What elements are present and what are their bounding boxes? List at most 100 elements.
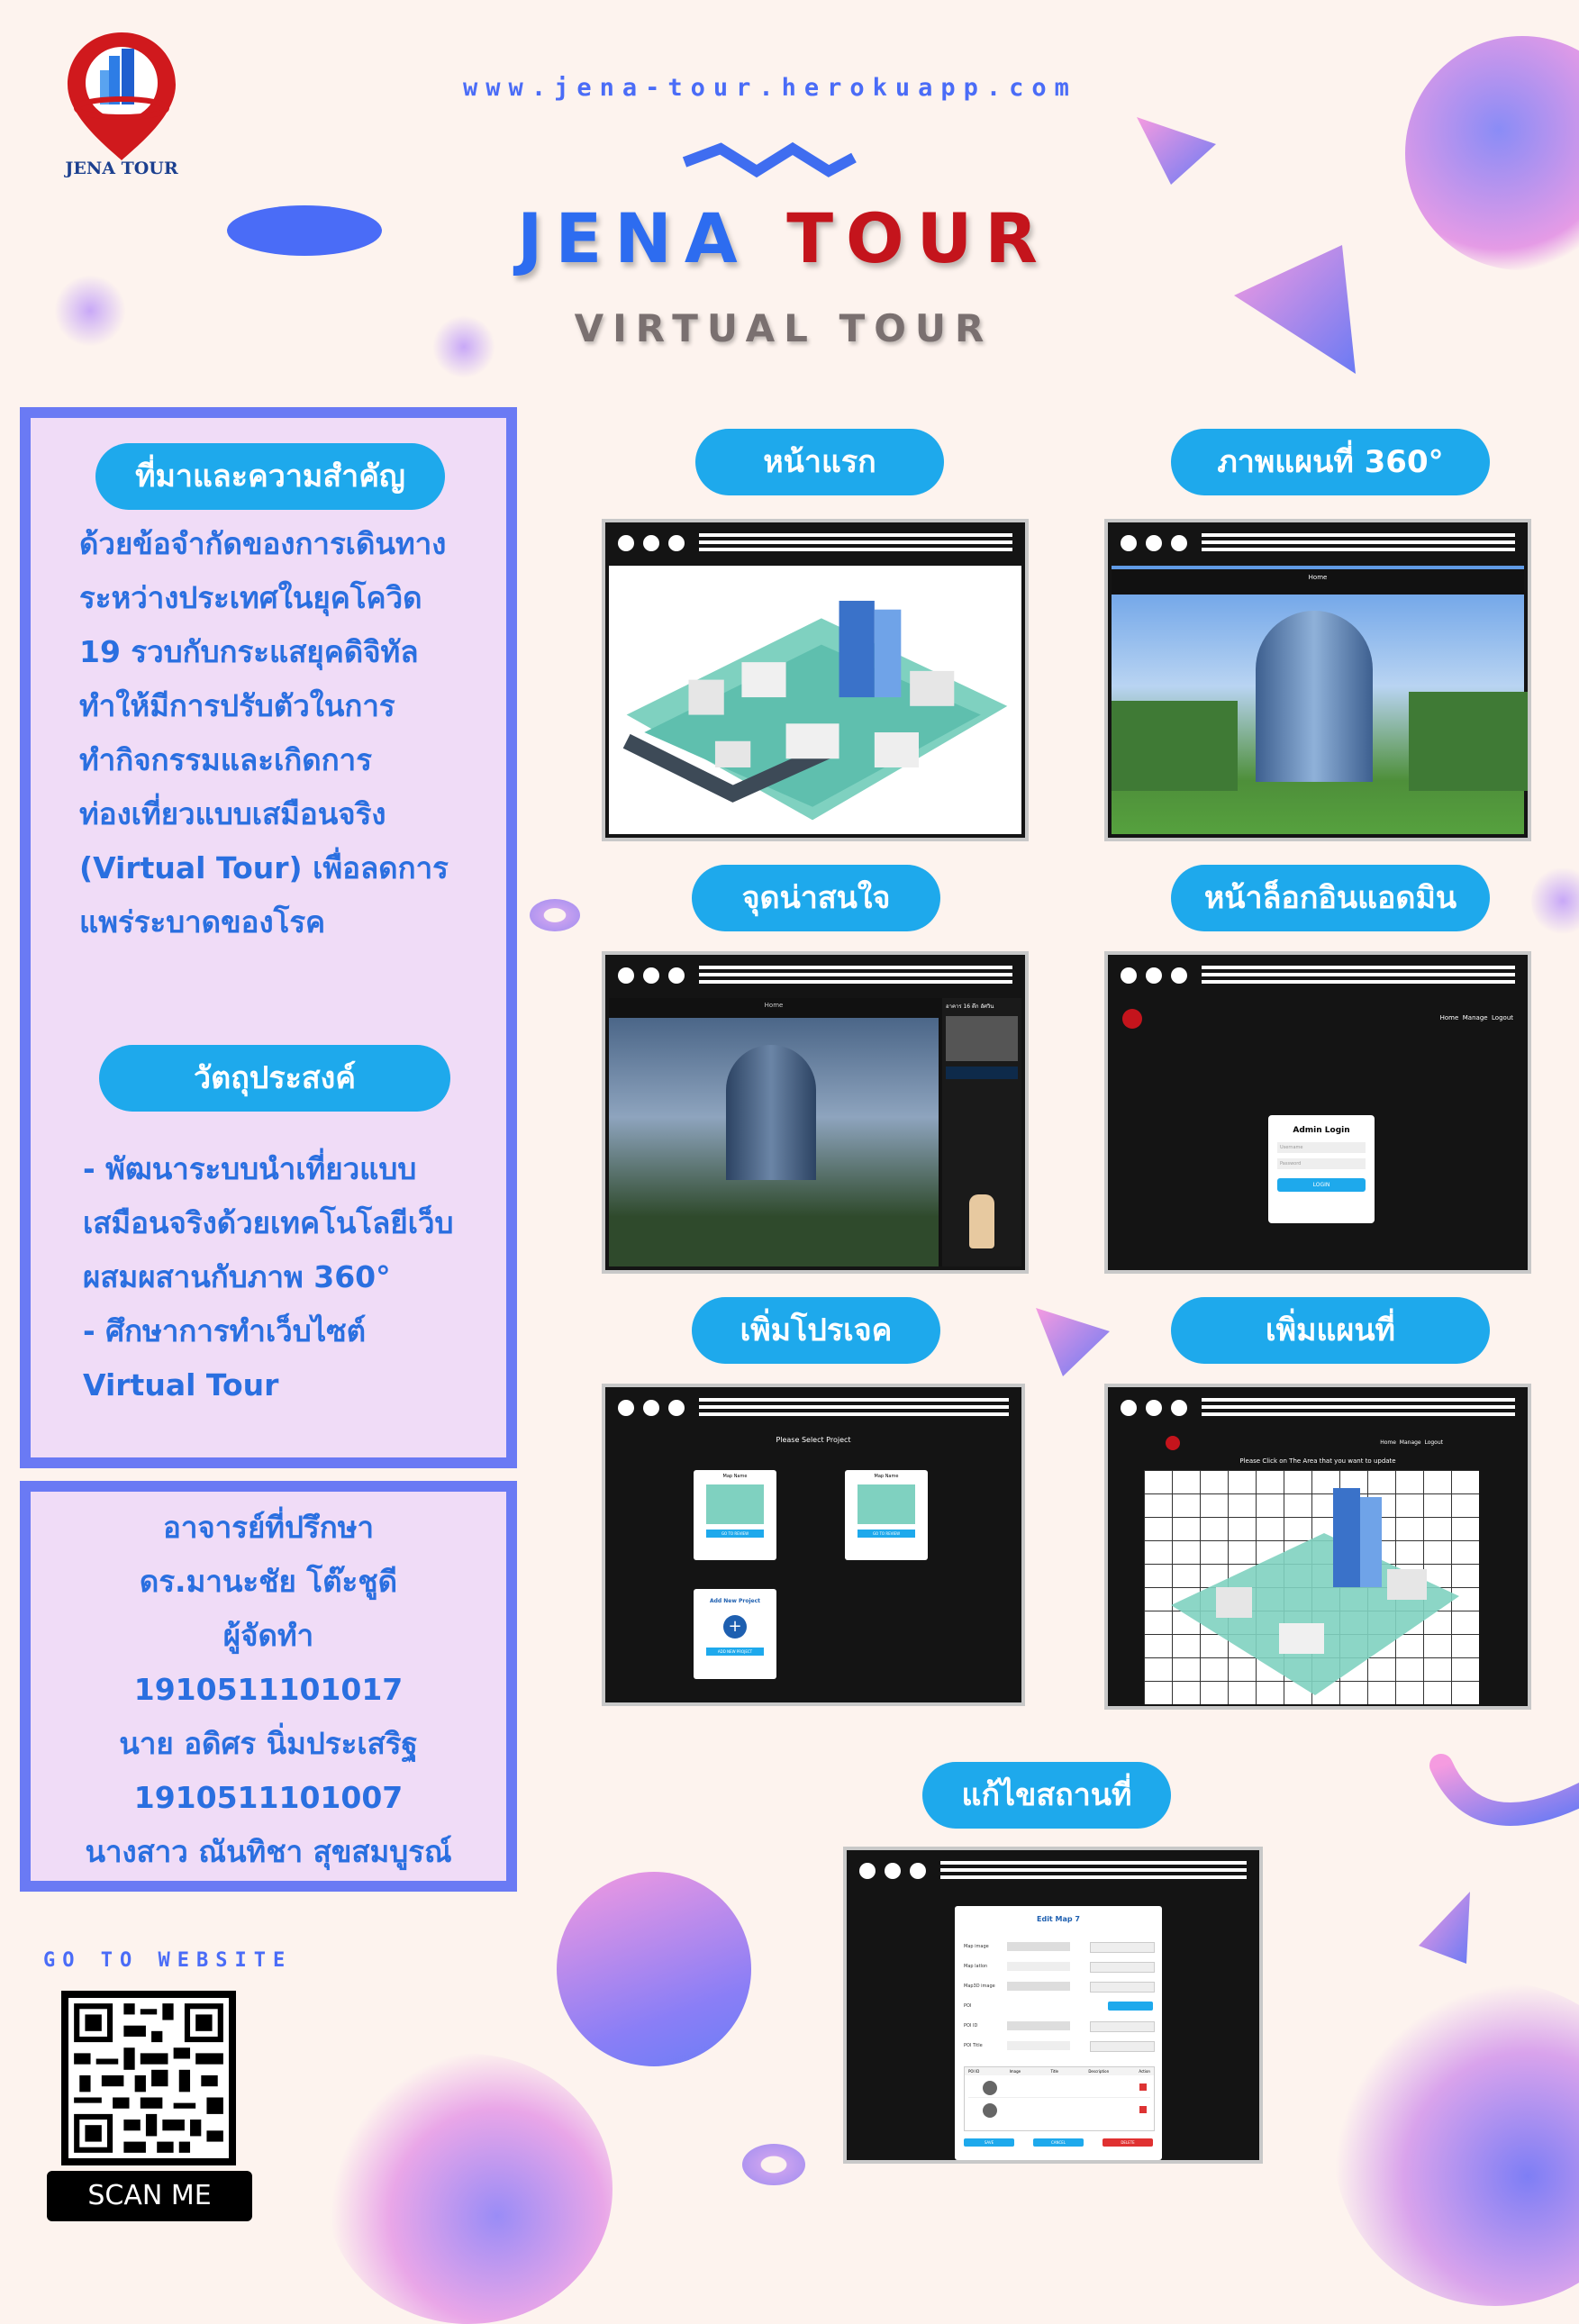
username-input[interactable]: Username [1277,1142,1366,1153]
browser-bar [1108,1387,1528,1427]
decor-zigzag-top [682,141,857,178]
website-url[interactable]: www.jena-tour.herokuapp.com [463,74,1077,102]
go-review-button[interactable]: GO TO REVIEW [858,1530,915,1538]
background-objective-panel [20,407,517,1468]
screenshot-home [602,519,1029,841]
field-input[interactable] [1007,1942,1070,1951]
campus-map-icon [622,600,1008,821]
credits-line: ผู้จัดทำ [222,1618,314,1653]
table-row[interactable] [968,2079,1150,2098]
save-button[interactable]: SAVE [964,2138,1014,2147]
login-button[interactable]: LOGIN [1277,1178,1366,1192]
field-input[interactable] [1090,2021,1155,2032]
credits-line: 1910511101007 [133,1780,404,1815]
tab-home-label: หน้าแรก [695,429,944,495]
add-map-nav: Home Manage Logout [1380,1439,1443,1446]
field-input[interactable] [1007,1962,1070,1971]
qr-code-icon [74,2003,223,2153]
project-card-title: Map Name [874,1474,899,1479]
qr-code[interactable] [61,1991,236,2165]
project-card[interactable]: Map Name GO TO REVIEW [694,1470,776,1560]
browser-bar [605,522,1025,562]
table-header: Title [1050,2069,1059,2074]
nav-home[interactable]: Home [1439,1014,1459,1021]
edit-form: Edit Map 7 Map image Map latlon Map3D im… [955,1906,1162,2160]
field-input[interactable] [1090,2041,1155,2052]
screenshot-admin-login: Home Manage Logout Admin Login Username … [1104,951,1531,1274]
decor-blob-left-small [54,275,126,347]
poi-add-button[interactable] [1108,2002,1153,2011]
browser-bar [605,1387,1021,1427]
table-row[interactable] [968,2102,1150,2120]
logo-icon [1166,1436,1180,1450]
screenshot-add-project: Please Select Project Map Name GO TO REV… [602,1384,1025,1706]
screenshot-map360: Home [1104,519,1531,841]
credits-line: 1910511101017 [133,1672,404,1707]
edit-form-title: Edit Map 7 [1037,1915,1080,1923]
decor-ring-left [530,899,580,931]
go-to-website-label: GO TO WEBSITE [43,1949,293,1972]
map-grid[interactable] [1144,1470,1479,1704]
trees [1112,701,1238,791]
nav-logout[interactable]: Logout [1492,1014,1513,1021]
table-header: POI ID [968,2069,980,2074]
field-input[interactable] [1007,1982,1070,1991]
add-project-button[interactable]: ADD NEW PROJECT [706,1648,764,1656]
field-label: Map image [964,1944,989,1949]
logo-icon [1122,1009,1142,1029]
field-input[interactable] [1090,1982,1155,1993]
password-input[interactable]: Password [1277,1158,1366,1169]
decor-ellipse-blue [227,205,382,256]
credits-line: อาจารย์ที่ปรึกษา [163,1510,374,1545]
decor-arc [1429,1754,1579,1826]
poi-table: POI ID Image Title Description Action [964,2066,1155,2131]
objective-line: - ศึกษาการทำเว็บไซต์ [83,1313,367,1348]
background-line: ทำกิจกรรมและเกิดการ [79,742,372,777]
screenshot-poi: Home อาคาร 16 ตึก อัศวิน [602,951,1029,1274]
browser-bar [605,955,1025,994]
field-input[interactable] [1090,1962,1155,1973]
nav-logout[interactable]: Logout [1424,1439,1443,1446]
title-part-tour: TOUR [786,198,1050,278]
page-subtitle: VIRTUAL TOUR [574,306,994,350]
nav-home[interactable]: Home [1380,1439,1396,1446]
scan-me-button[interactable]: SCAN ME [47,2171,252,2221]
field-input[interactable] [1007,2021,1070,2030]
tab-edit-place-label: แก้ไขสถานที่ [922,1762,1171,1829]
project-card-title: Map Name [722,1474,748,1479]
objective-line: ผสมผสานกับภาพ 360° [83,1259,391,1294]
nav-manage[interactable]: Manage [1399,1439,1421,1446]
background-line: ทำให้มีการปรับตัวในการ [79,688,395,723]
delete-button[interactable]: DELETE [1103,2138,1153,2147]
background-text: ด้วยข้อจำกัดของการเดินทาง ระหว่างประเทศใ… [79,517,494,949]
screenshot-add-map: Home Manage Logout Please Click on The A… [1104,1384,1531,1710]
decor-ring-bottom [742,2144,805,2185]
panorama-dimmed [609,1018,939,1266]
field-labels: Map image Map latlon Map3D image POI POI… [964,1937,995,2056]
objective-line: Virtual Tour [83,1367,279,1403]
background-line: แพร่ระบาดของโรค [79,904,326,940]
add-map-view: Home Manage Logout Please Click on The A… [1112,1430,1524,1704]
background-line: ท่องเที่ยวแบบเสมือนจริง [79,796,386,831]
background-line: ระหว่างประเทศในยุคโควิด [79,580,422,615]
credits-line: นาย อดิศร นิ่มประเสริฐ [119,1726,418,1761]
tab-add-project-label: เพิ่มโปรเจค [692,1297,940,1364]
nav-home[interactable]: Home [1112,569,1524,595]
field-input[interactable] [1090,1942,1155,1953]
logo-text: JENA TOUR [65,159,178,178]
add-project-card[interactable]: Add New Project + ADD NEW PROJECT [694,1589,776,1679]
select-project-heading: Please Select Project [776,1436,851,1444]
plus-icon[interactable]: + [723,1615,747,1639]
table-header: Description [1088,2069,1110,2074]
background-line: 19 รวบกับกระแสยุคดิจิทัล [79,634,419,669]
go-review-button[interactable]: GO TO REVIEW [706,1530,764,1538]
decor-triangle-1 [1137,117,1216,185]
browser-bar [1108,522,1528,562]
decor-blob-top-right [1405,36,1579,270]
nav-home[interactable]: Home [764,1002,784,1009]
project-card[interactable]: Map Name GO TO REVIEW [845,1470,928,1560]
objective-line: เสมือนจริงด้วยเทคโนโลยีเว็บ [83,1205,454,1240]
cancel-button[interactable]: CANCEL [1033,2138,1084,2147]
nav-manage[interactable]: Manage [1462,1014,1488,1021]
field-input[interactable] [1007,2041,1070,2050]
